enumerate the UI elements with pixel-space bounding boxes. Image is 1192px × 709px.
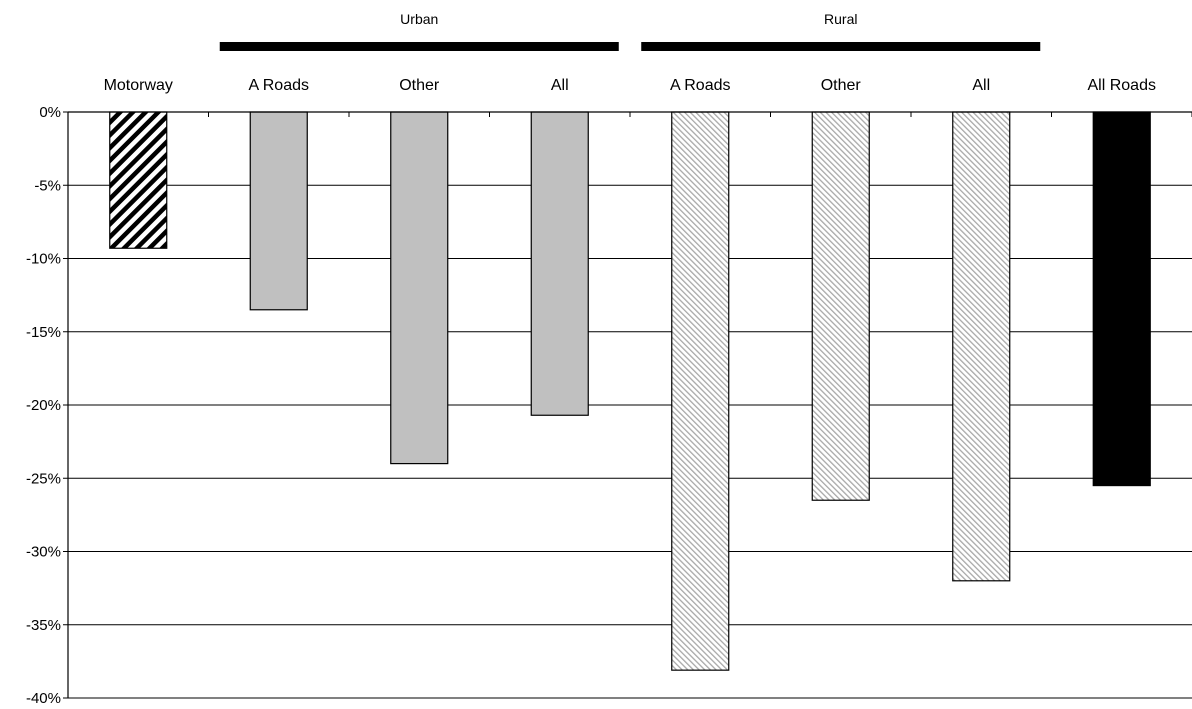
bar [811, 111, 870, 501]
bars [109, 111, 1151, 671]
category-label: All [972, 77, 990, 94]
category-label: Other [821, 77, 862, 94]
bar [1092, 111, 1151, 487]
y-tick-label: -5% [34, 177, 61, 194]
gridlines [68, 184, 1192, 699]
y-tick-label: -15% [26, 324, 61, 341]
group-label: Rural [824, 11, 857, 27]
bar [390, 111, 449, 465]
y-tick-label: -20% [26, 397, 61, 414]
category-label: Motorway [104, 77, 173, 94]
y-tick-label: -10% [26, 251, 61, 268]
group-bracket [641, 42, 1041, 51]
category-label: All Roads [1088, 77, 1156, 94]
category-label: A Roads [670, 77, 730, 94]
y-tick-label: -40% [26, 690, 61, 707]
bar [530, 111, 589, 416]
group-label: Urban [400, 11, 438, 27]
labels: 0% -5% -10% -15% -20% -25% -30% -35% -40% Motorwa… [26, 11, 1156, 707]
y-tick-label: -35% [26, 617, 61, 634]
category-label: All [551, 77, 569, 94]
category-label: A Roads [249, 77, 309, 94]
bar [671, 111, 730, 671]
y-tick-label: -25% [26, 470, 61, 487]
bar [952, 111, 1011, 582]
axes [63, 111, 1192, 699]
y-tick-label: 0% [39, 104, 61, 121]
bar [249, 111, 308, 311]
bar [109, 111, 168, 249]
group-bracket [219, 42, 619, 51]
y-tick-label: -30% [26, 544, 61, 561]
category-label: Other [399, 77, 440, 94]
